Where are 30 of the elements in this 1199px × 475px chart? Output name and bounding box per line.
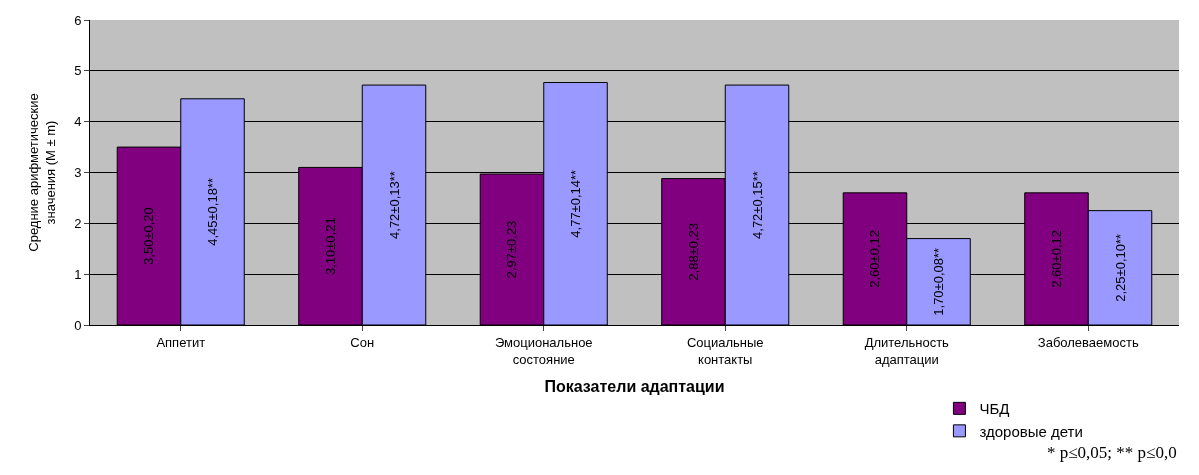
data-label: 2,25±0,10**	[1112, 233, 1128, 302]
data-label: 2,88±0,23	[685, 222, 701, 281]
data-label: 4,77±0,14**	[568, 169, 584, 238]
y-tick-label: 3	[74, 165, 82, 181]
data-label: 4,72±0,15**	[749, 171, 765, 239]
data-label: 3,50±0,20	[141, 207, 157, 265]
data-label: 2,60±0,12	[1048, 230, 1064, 288]
data-label: 4,45±0,18**	[205, 177, 221, 246]
x-tick-label: Заболеваемость	[1037, 334, 1139, 350]
y-tick-label: 4	[74, 114, 82, 130]
y-tick-label: 0	[74, 317, 82, 333]
y-axis-title: Средние арифметические значения (M ± m)	[26, 93, 59, 252]
data-label: 2,60±0,12	[867, 230, 883, 288]
data-label: 3,10±0,21	[322, 217, 338, 276]
x-tick-label: Аппетит	[156, 334, 206, 350]
text: * p≤0,05; ** p≤0,0	[1047, 443, 1177, 462]
data-label: 1,70±0,08**	[931, 247, 947, 316]
data-label: 2,97±0,23	[504, 220, 520, 279]
legend-label: ЧБД	[979, 400, 1010, 418]
x-tick-label: Социальные контакты	[686, 334, 764, 367]
x-tick-label: Сон	[350, 334, 375, 350]
y-tick-label: 2	[74, 215, 82, 231]
data-label: 4,72±0,13**	[386, 171, 402, 239]
legend-label: здоровые дети	[979, 422, 1083, 440]
x-axis-title: Показатели адаптации	[544, 378, 725, 396]
x-tick-label: Длительность адаптации	[864, 334, 950, 367]
x-tick-label: Эмоциональное состояние	[494, 334, 593, 367]
y-tick-label: 1	[74, 266, 82, 282]
y-tick-label: 5	[74, 63, 82, 79]
y-tick-label: 6	[74, 12, 82, 28]
